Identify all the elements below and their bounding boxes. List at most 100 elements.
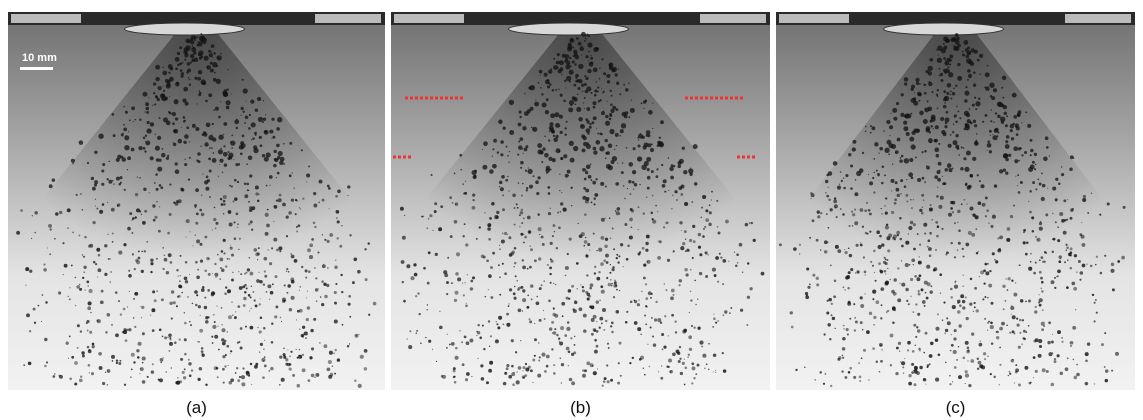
droplet (1005, 124, 1008, 127)
droplet (1015, 176, 1016, 177)
droplet (162, 268, 164, 270)
droplet (668, 358, 672, 362)
droplet (537, 143, 542, 148)
droplet (1057, 239, 1060, 242)
droplet (498, 120, 503, 125)
droplet (675, 331, 677, 333)
droplet (599, 68, 600, 69)
droplet (189, 321, 191, 323)
droplet (864, 209, 867, 212)
droplet (561, 192, 562, 193)
droplet (934, 175, 938, 179)
droplet (906, 300, 908, 302)
droplet (679, 279, 682, 282)
droplet (859, 376, 862, 379)
droplet (358, 334, 359, 335)
droplet (214, 321, 216, 323)
droplet (136, 260, 140, 264)
droplet (905, 263, 909, 267)
droplet (314, 267, 315, 268)
droplet (900, 361, 901, 362)
droplet (231, 254, 234, 257)
droplet (871, 126, 875, 130)
droplet (488, 274, 492, 278)
droplet (970, 122, 973, 125)
droplet (270, 291, 274, 295)
droplet (953, 140, 958, 145)
droplet (712, 326, 714, 328)
droplet (224, 292, 227, 295)
droplet (908, 233, 909, 234)
droplet (1066, 286, 1069, 289)
droplet (107, 202, 108, 203)
droplet (213, 152, 215, 154)
droplet (812, 219, 815, 222)
droplet (597, 368, 598, 369)
panel-label: (c) (946, 398, 966, 417)
droplet (869, 213, 872, 216)
droplet (201, 347, 204, 350)
droplet (529, 320, 532, 323)
droplet (715, 370, 716, 371)
droplet (549, 282, 551, 284)
droplet (128, 274, 132, 278)
droplet (462, 235, 464, 237)
droplet (342, 324, 344, 326)
droplet (596, 81, 597, 82)
droplet (599, 317, 603, 321)
droplet (954, 222, 956, 224)
droplet (208, 273, 211, 276)
droplet (290, 351, 292, 353)
droplet (966, 113, 970, 117)
droplet (191, 324, 192, 325)
droplet (180, 69, 183, 72)
droplet (525, 170, 527, 172)
droplet (296, 200, 297, 201)
droplet (624, 223, 627, 226)
droplet (204, 142, 208, 146)
droplet (691, 362, 694, 365)
droplet (197, 36, 198, 37)
droplet (156, 96, 159, 99)
droplet (955, 121, 958, 124)
droplet (556, 247, 558, 249)
droplet (143, 137, 146, 140)
droplet (984, 263, 987, 266)
droplet (632, 181, 635, 184)
droplet (522, 259, 525, 262)
droplet (502, 233, 504, 235)
droplet (988, 223, 989, 224)
droplet (890, 279, 891, 280)
droplet (919, 256, 920, 257)
droplet (26, 313, 30, 317)
droplet (537, 374, 541, 378)
droplet (158, 379, 160, 381)
droplet (201, 213, 204, 216)
droplet (1043, 325, 1045, 327)
droplet (116, 177, 120, 181)
droplet (879, 153, 880, 154)
droplet (582, 289, 585, 292)
droplet (717, 281, 719, 283)
droplet (715, 256, 719, 260)
droplet (183, 120, 185, 122)
droplet (900, 193, 901, 194)
droplet (965, 184, 968, 187)
droplet (270, 367, 274, 371)
droplet (950, 98, 952, 100)
droplet (805, 295, 809, 299)
droplet (264, 365, 267, 368)
droplet (198, 305, 201, 308)
droplet (668, 222, 669, 223)
droplet (1040, 277, 1043, 280)
droplet (647, 187, 650, 190)
droplet (960, 294, 964, 298)
droplet (426, 227, 428, 229)
droplet (944, 96, 947, 99)
droplet (25, 267, 29, 271)
droplet (137, 257, 140, 260)
droplet (924, 150, 927, 153)
droplet (517, 154, 519, 156)
droplet (1010, 124, 1015, 129)
droplet (923, 199, 925, 201)
